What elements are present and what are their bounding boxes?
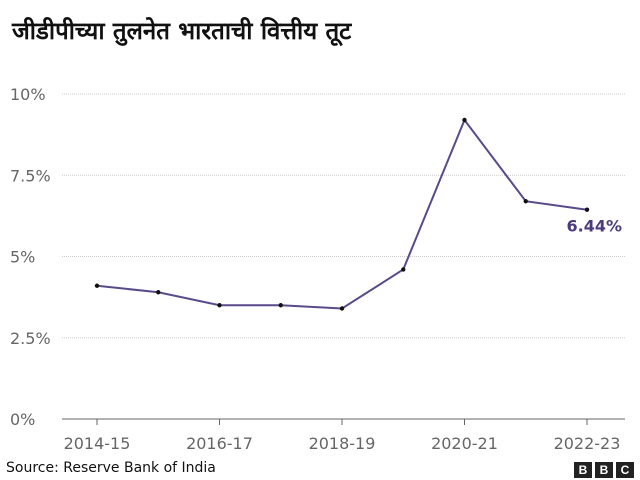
- data-label: 6.44%: [566, 217, 622, 236]
- data-point: [278, 303, 283, 308]
- x-tick-label: 2022-23: [554, 434, 621, 453]
- y-tick-label: 10%: [10, 85, 46, 104]
- data-point: [401, 267, 406, 272]
- source-note: Source: Reserve Bank of India: [6, 460, 216, 476]
- y-tick-label: 2.5%: [10, 329, 51, 348]
- x-tick-label: 2020-21: [431, 434, 498, 453]
- data-point: [94, 283, 100, 288]
- x-tick-label: 2016-17: [186, 434, 253, 453]
- data-point: [584, 207, 590, 212]
- data-point: [523, 199, 528, 204]
- y-tick-label: 7.5%: [10, 166, 51, 185]
- chart-title: जीडीपीच्या तुलनेत भारताची वित्तीय तूट: [12, 17, 352, 45]
- series-line: [96, 117, 588, 310]
- y-tick-label: 0%: [10, 410, 35, 429]
- data-point: [462, 117, 467, 123]
- data-point: [217, 303, 222, 308]
- data-point: [339, 306, 345, 311]
- x-tick-label: 2014-15: [64, 434, 131, 453]
- data-point: [156, 290, 161, 295]
- y-tick-label: 5%: [10, 248, 35, 267]
- x-tick-label: 2018-19: [309, 434, 376, 453]
